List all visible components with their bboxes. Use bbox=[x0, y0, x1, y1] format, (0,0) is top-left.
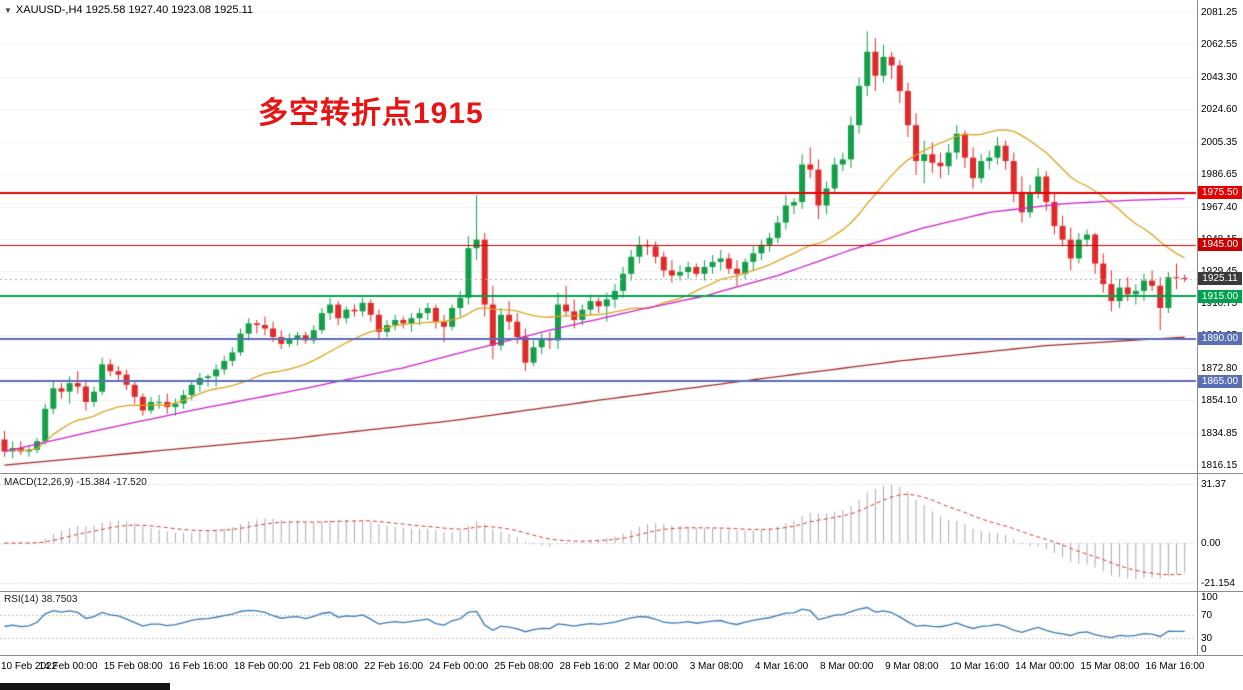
panel-divider-macd-rsi[interactable] bbox=[0, 591, 1243, 592]
time-axis-label: 21 Feb 08:00 bbox=[299, 661, 358, 672]
time-axis-label: 8 Mar 00:00 bbox=[819, 661, 874, 672]
price-level-badge[interactable]: 1975.50 bbox=[1198, 186, 1242, 200]
symbol-dropdown-icon[interactable]: ▼ bbox=[4, 5, 12, 15]
time-axis-label: 10 Mar 16:00 bbox=[950, 661, 1010, 672]
rsi-axis-label: 100 bbox=[1201, 592, 1218, 603]
time-axis-label: 16 Mar 16:00 bbox=[1145, 661, 1205, 672]
macd-axis-label: 0.00 bbox=[1201, 538, 1221, 550]
time-axis-label: 15 Feb 08:00 bbox=[103, 661, 163, 672]
price-axis-label: 2024.60 bbox=[1201, 103, 1238, 115]
time-axis-label: 25 Feb 08:00 bbox=[494, 661, 554, 672]
rsi-axis-label: 30 bbox=[1201, 633, 1213, 645]
time-axis-label: 24 Feb 00:00 bbox=[429, 661, 489, 672]
price-level-badge[interactable]: 1945.00 bbox=[1198, 238, 1242, 252]
macd-axis-label: -21.154 bbox=[1201, 578, 1235, 590]
price-level-badge[interactable]: 1890.00 bbox=[1198, 332, 1242, 346]
price-axis[interactable]: 2081.25 2062.55 2043.30 2024.60 2005.35 1986.… bbox=[1197, 0, 1243, 655]
price-axis-label: 1929.45 bbox=[1201, 266, 1237, 277]
price-level-badge[interactable]: 1865.00 bbox=[1198, 374, 1242, 388]
time-axis-label: 15 Mar 08:00 bbox=[1080, 661, 1140, 672]
rsi-axis-label: 70 bbox=[1201, 609, 1213, 621]
price-axis-label: 1910.75 bbox=[1201, 298, 1238, 310]
panel-divider-rsi-timeaxis bbox=[0, 655, 1243, 656]
time-axis-label: 3 Mar 08:00 bbox=[689, 661, 744, 672]
annotation-text[interactable]: 多空转折点1915 bbox=[258, 97, 484, 130]
price-axis-label: 1854.10 bbox=[1201, 395, 1238, 407]
time-axis-label: 14 Mar 00:00 bbox=[1015, 661, 1075, 672]
time-axis-label: 10 Feb 2022 bbox=[1, 661, 58, 672]
symbol-ohlc-text: XAUUSD-,H4 1925.58 1927.40 1923.08 1925.… bbox=[15, 4, 254, 16]
price-axis-label: 1967.40 bbox=[1201, 201, 1238, 213]
price-level-badge[interactable]: 1915.00 bbox=[1198, 289, 1242, 303]
price-axis-label: 1816.15 bbox=[1201, 459, 1238, 471]
bottom-left-dark-strip bbox=[0, 683, 170, 690]
price-axis-label: 2081.25 bbox=[1201, 7, 1238, 19]
macd-axis-label: 31.37 bbox=[1201, 479, 1227, 490]
time-axis-label: 2 Mar 00:00 bbox=[624, 661, 678, 672]
time-axis-label: 22 Feb 16:00 bbox=[364, 661, 424, 672]
macd-label: MACD(12,26,9) -15.384 -17.520 bbox=[4, 477, 147, 488]
time-axis-label: 18 Feb 00:00 bbox=[233, 661, 293, 672]
price-axis-label: 2005.35 bbox=[1201, 136, 1238, 148]
price-axis-label: 1834.85 bbox=[1201, 427, 1238, 439]
current-price-badge[interactable]: 1925.11 bbox=[1198, 272, 1242, 286]
time-axis-label: 28 Feb 16:00 bbox=[559, 661, 619, 672]
panel-divider-main-macd[interactable] bbox=[0, 473, 1243, 474]
time-axis-label: 16 Feb 16:00 bbox=[168, 661, 228, 672]
price-scale-border bbox=[1197, 0, 1198, 655]
symbol-info-bar[interactable]: ▼ XAUUSD-,H4 1925.58 1927.40 1923.08 192… bbox=[4, 4, 253, 16]
price-axis-label: 2043.30 bbox=[1201, 71, 1238, 83]
rsi-axis-label: 0 bbox=[1201, 644, 1207, 655]
time-axis[interactable]: 10 Feb 2022 14 Feb 00:00 15 Feb 08:00 16 Fe… bbox=[0, 656, 1243, 683]
price-axis-label: 2062.55 bbox=[1201, 38, 1238, 50]
time-axis-label: 9 Mar 08:00 bbox=[885, 661, 939, 672]
time-axis-label: 4 Mar 16:00 bbox=[754, 661, 809, 672]
time-axis-label: 14 Feb 00:00 bbox=[38, 661, 98, 672]
rsi-label: RSI(14) 38.7503 bbox=[4, 594, 78, 605]
price-axis-label: 1872.80 bbox=[1201, 363, 1238, 375]
price-axis-label: 1986.65 bbox=[1201, 168, 1238, 180]
